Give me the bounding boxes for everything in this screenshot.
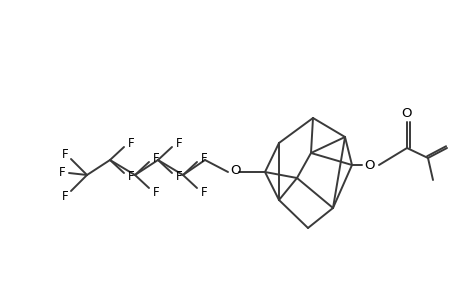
Text: F: F <box>152 152 159 164</box>
Text: O: O <box>401 106 411 119</box>
Text: F: F <box>128 170 134 184</box>
Text: F: F <box>200 185 207 199</box>
Text: F: F <box>59 167 65 179</box>
Text: F: F <box>128 136 134 149</box>
Text: F: F <box>62 148 68 160</box>
Text: F: F <box>175 136 182 149</box>
Text: F: F <box>200 152 207 164</box>
Text: F: F <box>175 170 182 184</box>
Text: F: F <box>152 185 159 199</box>
Text: O: O <box>230 164 241 176</box>
Text: F: F <box>62 190 68 202</box>
Text: O: O <box>364 158 375 172</box>
